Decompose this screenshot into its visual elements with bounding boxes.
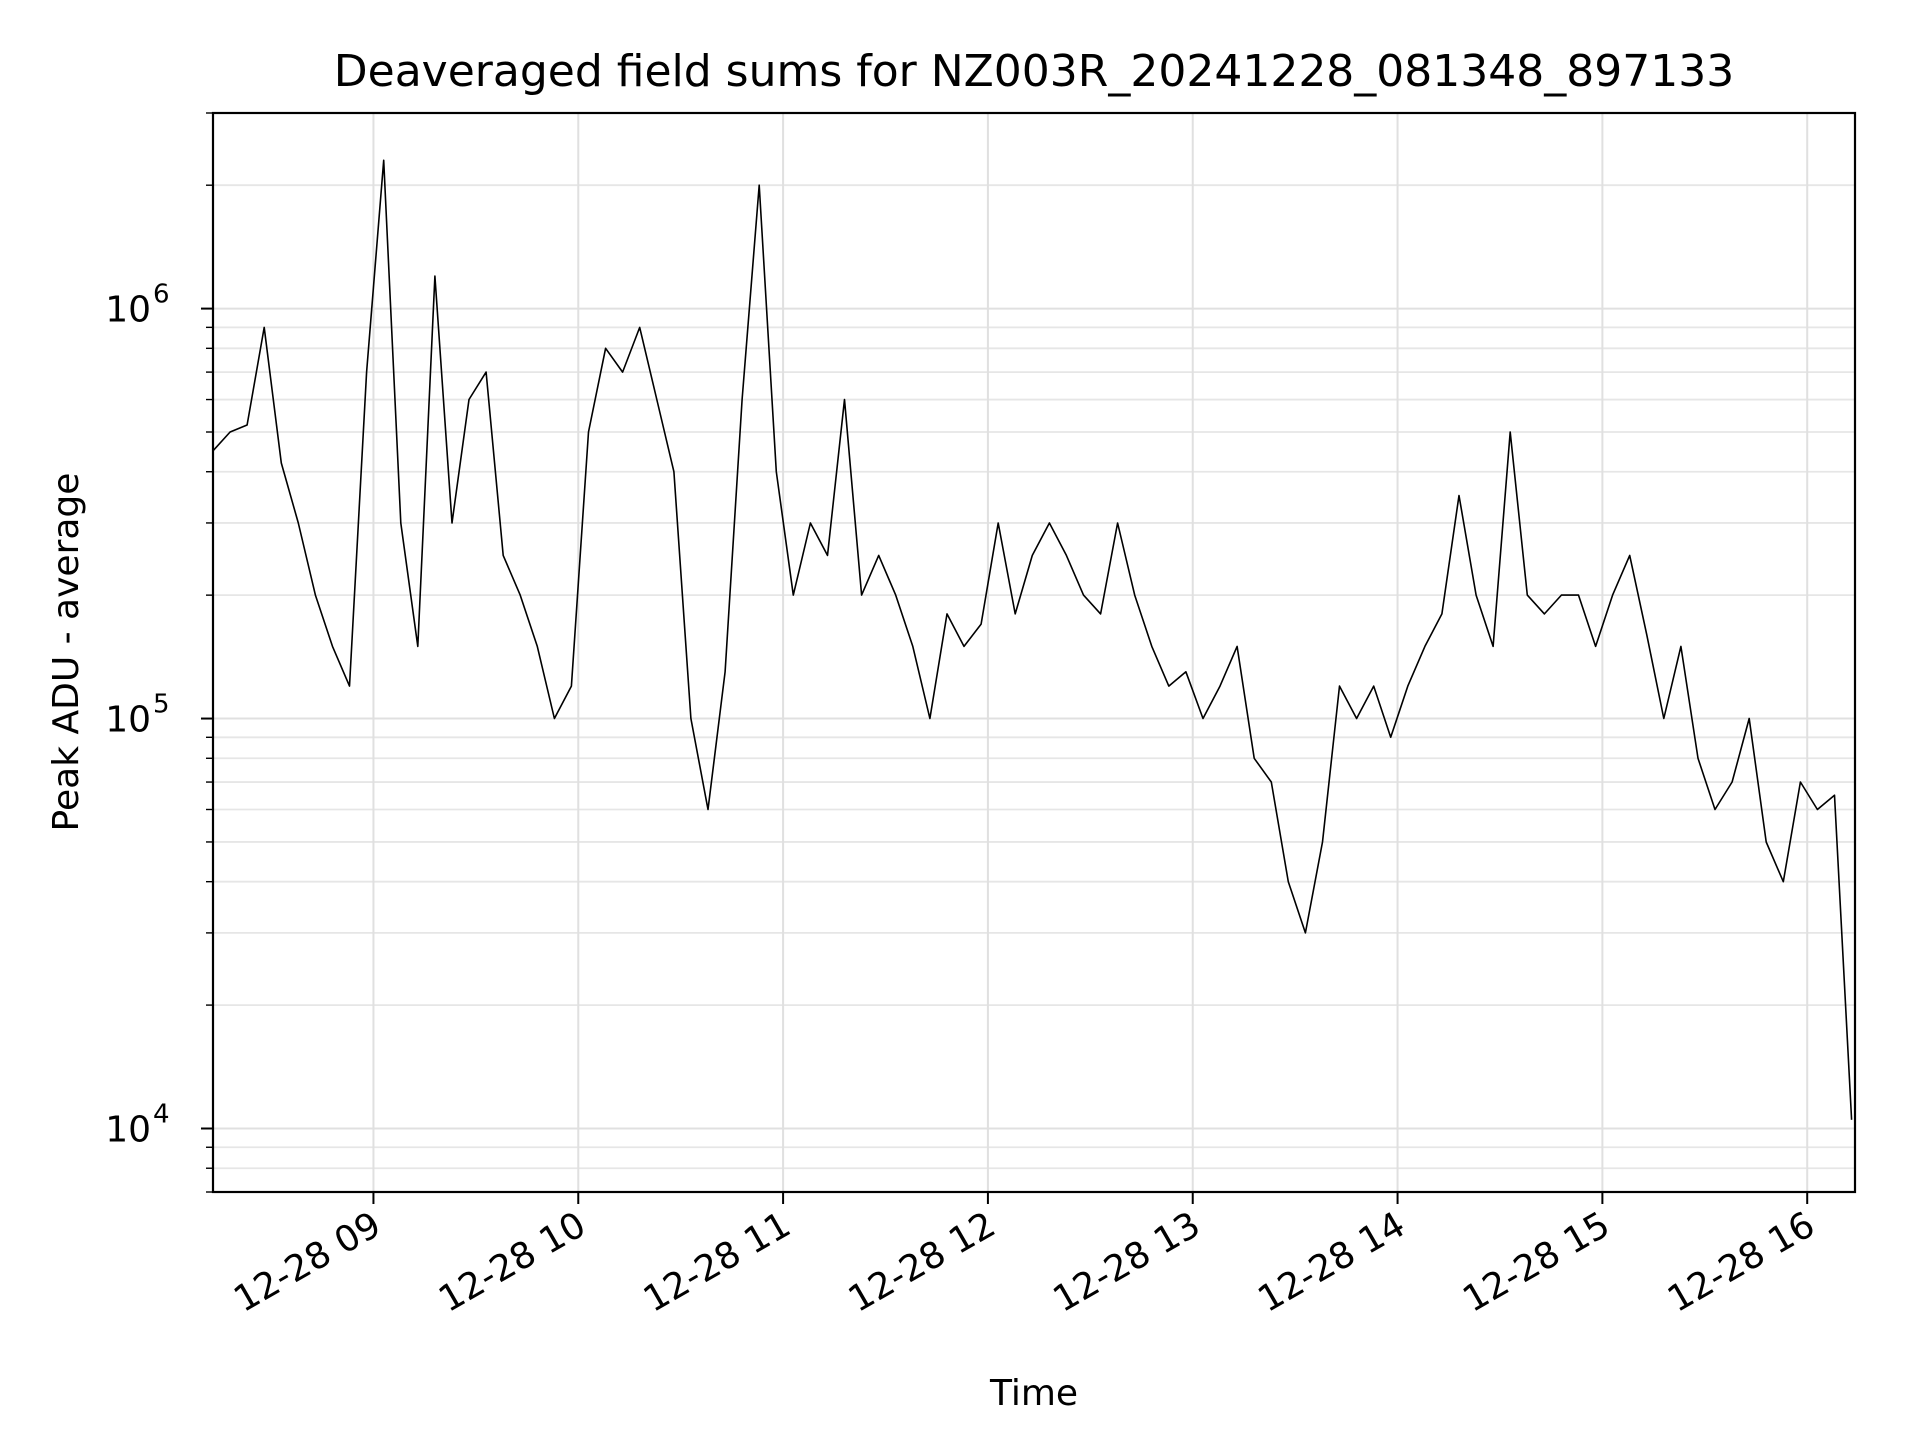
y-tick-label: 10 [105, 290, 151, 331]
x-axis-label: Time [989, 1373, 1078, 1414]
grid [213, 112, 1855, 1193]
y-tick-label: 10 [105, 1109, 151, 1150]
chart-title: Deaveraged field sums for NZ003R_2024122… [334, 46, 1734, 97]
plot-frame [211, 111, 1857, 1194]
y-axis-label: Peak ADU - average [46, 473, 87, 832]
y-tick-exponent: 4 [153, 1099, 170, 1129]
series-layer [212, 159, 1853, 1120]
y-tick-label: 10 [105, 700, 151, 741]
series-line [212, 159, 1853, 1120]
y-tick-exponent: 5 [153, 690, 170, 720]
y-tick-exponent: 6 [153, 280, 170, 310]
